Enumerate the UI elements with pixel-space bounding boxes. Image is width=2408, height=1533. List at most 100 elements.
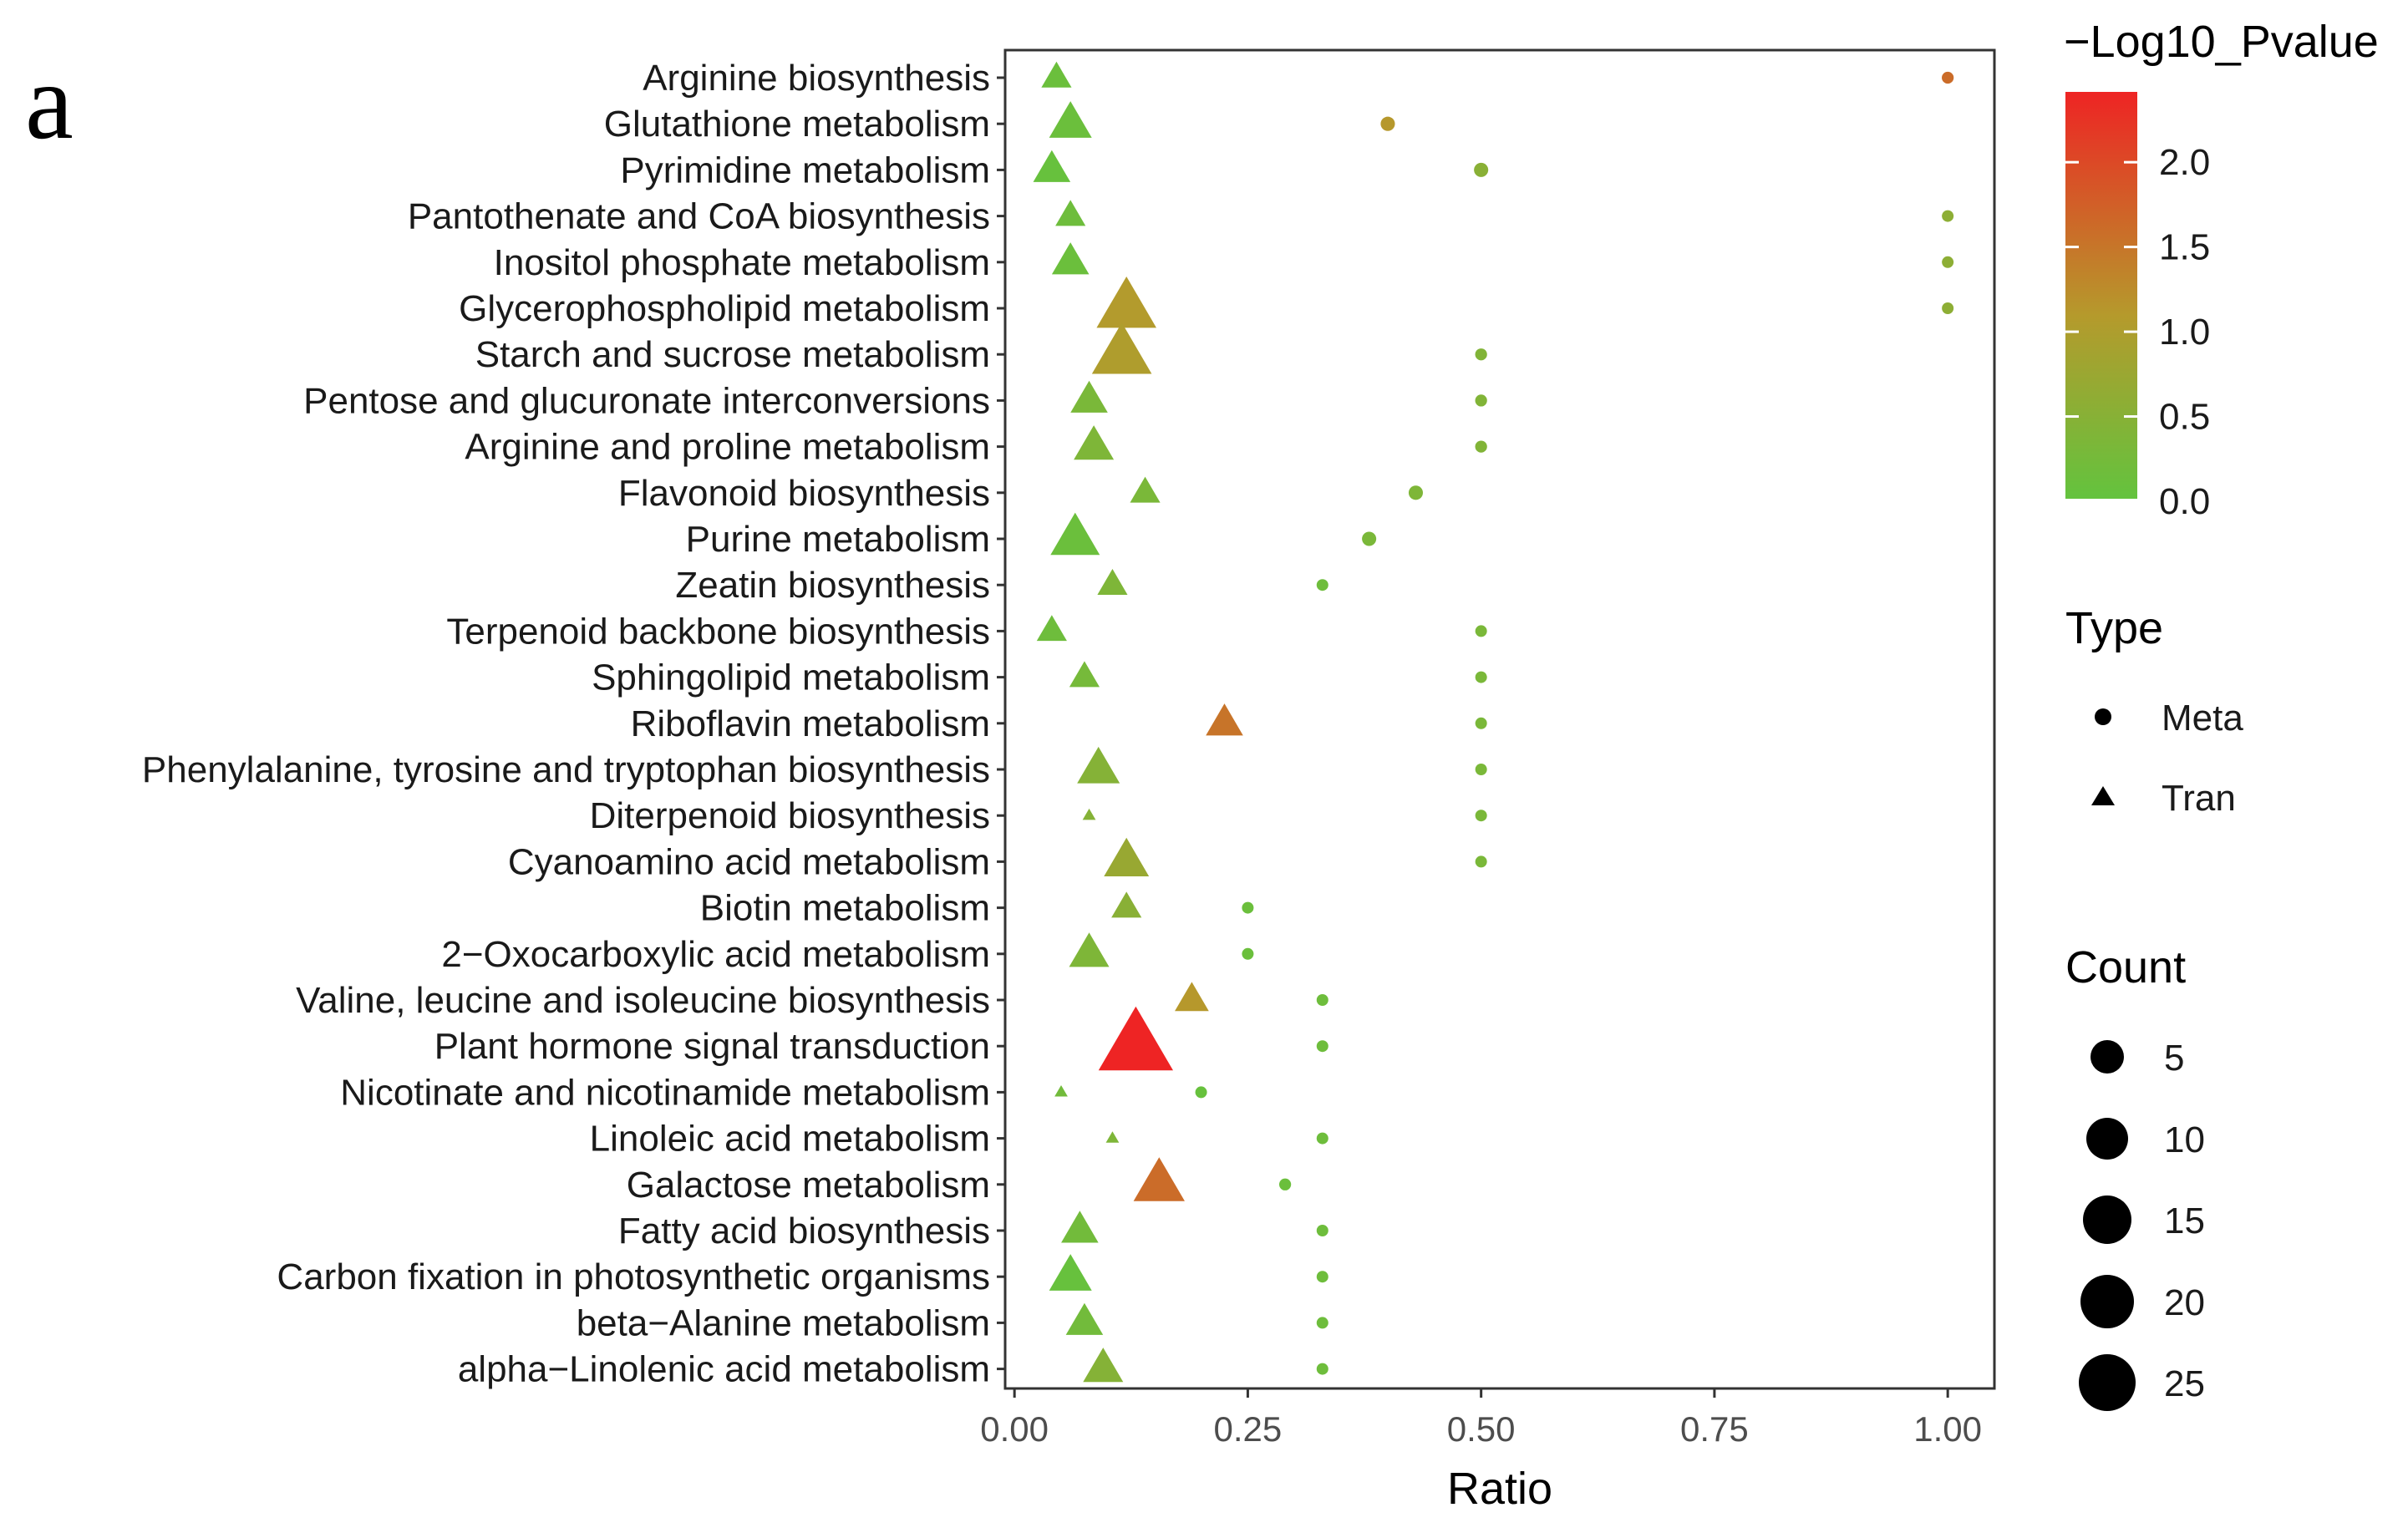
category-label: Riboflavin metabolism — [631, 703, 990, 744]
category-label: Plant hormone signal transduction — [434, 1026, 990, 1067]
meta-point — [1942, 302, 1954, 314]
category-label: Nicotinate and nicotinamide metabolism — [340, 1072, 990, 1113]
type-legend: Meta Tran — [2091, 698, 2243, 819]
panel-label: a — [25, 42, 74, 162]
category-label: 2−Oxocarboxylic acid metabolism — [441, 934, 990, 975]
tran-point — [1049, 101, 1092, 138]
category-label: Glycerophospholipid metabolism — [459, 288, 990, 329]
category-label: Biotin metabolism — [700, 888, 990, 929]
count-legend: 5 10 15 20 25 — [2079, 1038, 2205, 1411]
y-axis: Arginine biosynthesis Glutathione metabol… — [142, 58, 1005, 1390]
tran-point — [1098, 1006, 1174, 1071]
color-tick-label: 2.0 — [2159, 142, 2210, 183]
category-label: Phenylalanine, tyrosine and tryptophan b… — [142, 749, 990, 790]
category-label: Zeatin biosynthesis — [675, 565, 990, 606]
tran-point — [1065, 1302, 1104, 1335]
count-legend-key — [2090, 1040, 2124, 1074]
meta-point — [1242, 901, 1254, 914]
x-tick-label: 0.00 — [980, 1409, 1049, 1449]
legend: −Log10_Pvalue 0.0 0.5 1.0 1.5 2.0 Type Meta T… — [2064, 17, 2379, 1411]
tran-point — [1082, 808, 1096, 820]
category-label: Glutathione metabolism — [604, 104, 990, 145]
count-legend-label: 5 — [2164, 1038, 2184, 1079]
x-axis-title: Ratio — [1447, 1464, 1552, 1514]
tran-point — [1111, 891, 1142, 918]
meta-point — [1942, 256, 1954, 268]
meta-point — [1316, 1363, 1328, 1375]
meta-legend-key — [2095, 708, 2111, 725]
count-legend-key — [2079, 1354, 2136, 1411]
meta-point — [1475, 440, 1487, 453]
category-label: Cyanoamino acid metabolism — [508, 841, 990, 882]
category-label: Pantothenate and CoA biosynthesis — [408, 196, 990, 237]
color-tick-label: 1.0 — [2159, 312, 2210, 353]
tran-point — [1096, 276, 1156, 328]
category-label: beta−Alanine metabolism — [577, 1302, 990, 1343]
tran-point — [1033, 150, 1071, 182]
tran-point — [1055, 200, 1086, 226]
x-axis: 0.00 0.25 0.50 0.75 1.00 — [980, 1388, 1982, 1449]
category-label: Pyrimidine metabolism — [620, 150, 990, 190]
tran-point — [1097, 568, 1128, 595]
count-legend-label: 15 — [2164, 1201, 2205, 1241]
color-tick-label: 0.5 — [2159, 397, 2210, 438]
category-label: Arginine biosynthesis — [643, 58, 990, 99]
tran-point — [1069, 661, 1100, 688]
category-label: Galactose metabolism — [627, 1165, 990, 1206]
tran-point — [1036, 615, 1067, 642]
meta-point — [1242, 947, 1254, 960]
category-label: Pentose and glucuronate interconversions — [303, 380, 990, 421]
tran-legend-key — [2091, 786, 2115, 805]
type-legend-title: Type — [2065, 603, 2163, 653]
meta-point — [1942, 71, 1954, 84]
tran-point — [1130, 476, 1161, 503]
category-label: Diterpenoid biosynthesis — [590, 795, 990, 836]
category-label: Valine, leucine and isoleucine biosynthe… — [296, 980, 990, 1021]
meta-point — [1316, 579, 1328, 591]
meta-point — [1195, 1086, 1207, 1099]
category-label: Terpenoid backbone biosynthesis — [446, 611, 990, 652]
type-legend-label: Tran — [2162, 778, 2236, 819]
meta-point — [1475, 394, 1487, 407]
tran-point — [1074, 425, 1115, 460]
category-label: alpha−Linolenic acid metabolism — [458, 1349, 990, 1390]
tran-point — [1069, 932, 1110, 967]
plot-marks — [1033, 61, 1954, 1383]
category-label: Linoleic acid metabolism — [590, 1119, 990, 1160]
tran-point — [1175, 982, 1209, 1012]
tran-point — [1104, 837, 1150, 876]
meta-point — [1380, 116, 1395, 131]
x-tick-label: 0.50 — [1447, 1409, 1516, 1449]
count-legend-label: 25 — [2164, 1363, 2205, 1404]
meta-point — [1362, 531, 1377, 546]
category-label: Sphingolipid metabolism — [592, 657, 990, 698]
meta-point — [1316, 1225, 1328, 1236]
x-tick-label: 0.75 — [1680, 1409, 1749, 1449]
count-legend-label: 20 — [2164, 1282, 2205, 1323]
type-legend-label: Meta — [2162, 698, 2243, 739]
count-legend-key — [2080, 1275, 2134, 1328]
tran-point — [1133, 1157, 1185, 1201]
tran-point — [1041, 61, 1072, 88]
category-label: Inositol phosphate metabolism — [494, 242, 990, 283]
category-label: Fatty acid biosynthesis — [618, 1211, 990, 1251]
count-legend-key — [2083, 1195, 2131, 1244]
meta-point — [1278, 1178, 1292, 1190]
count-legend-title: Count — [2065, 942, 2186, 992]
category-label: Starch and sucrose metabolism — [475, 334, 990, 375]
color-tick-label: 0.0 — [2159, 481, 2210, 522]
tran-point — [1049, 1254, 1092, 1291]
meta-point — [1942, 210, 1954, 222]
category-label: Arginine and proline metabolism — [465, 427, 990, 468]
meta-point — [1316, 1271, 1328, 1283]
tran-point — [1206, 703, 1243, 736]
tran-point — [1077, 746, 1120, 784]
meta-point — [1475, 810, 1487, 822]
meta-point — [1408, 485, 1424, 500]
category-label: Carbon fixation in photosynthetic organi… — [277, 1256, 990, 1297]
color-tick-label: 1.5 — [2159, 227, 2210, 268]
meta-point — [1316, 1132, 1328, 1145]
meta-point — [1475, 671, 1487, 683]
tran-point — [1083, 1348, 1124, 1383]
tran-point — [1070, 380, 1108, 413]
